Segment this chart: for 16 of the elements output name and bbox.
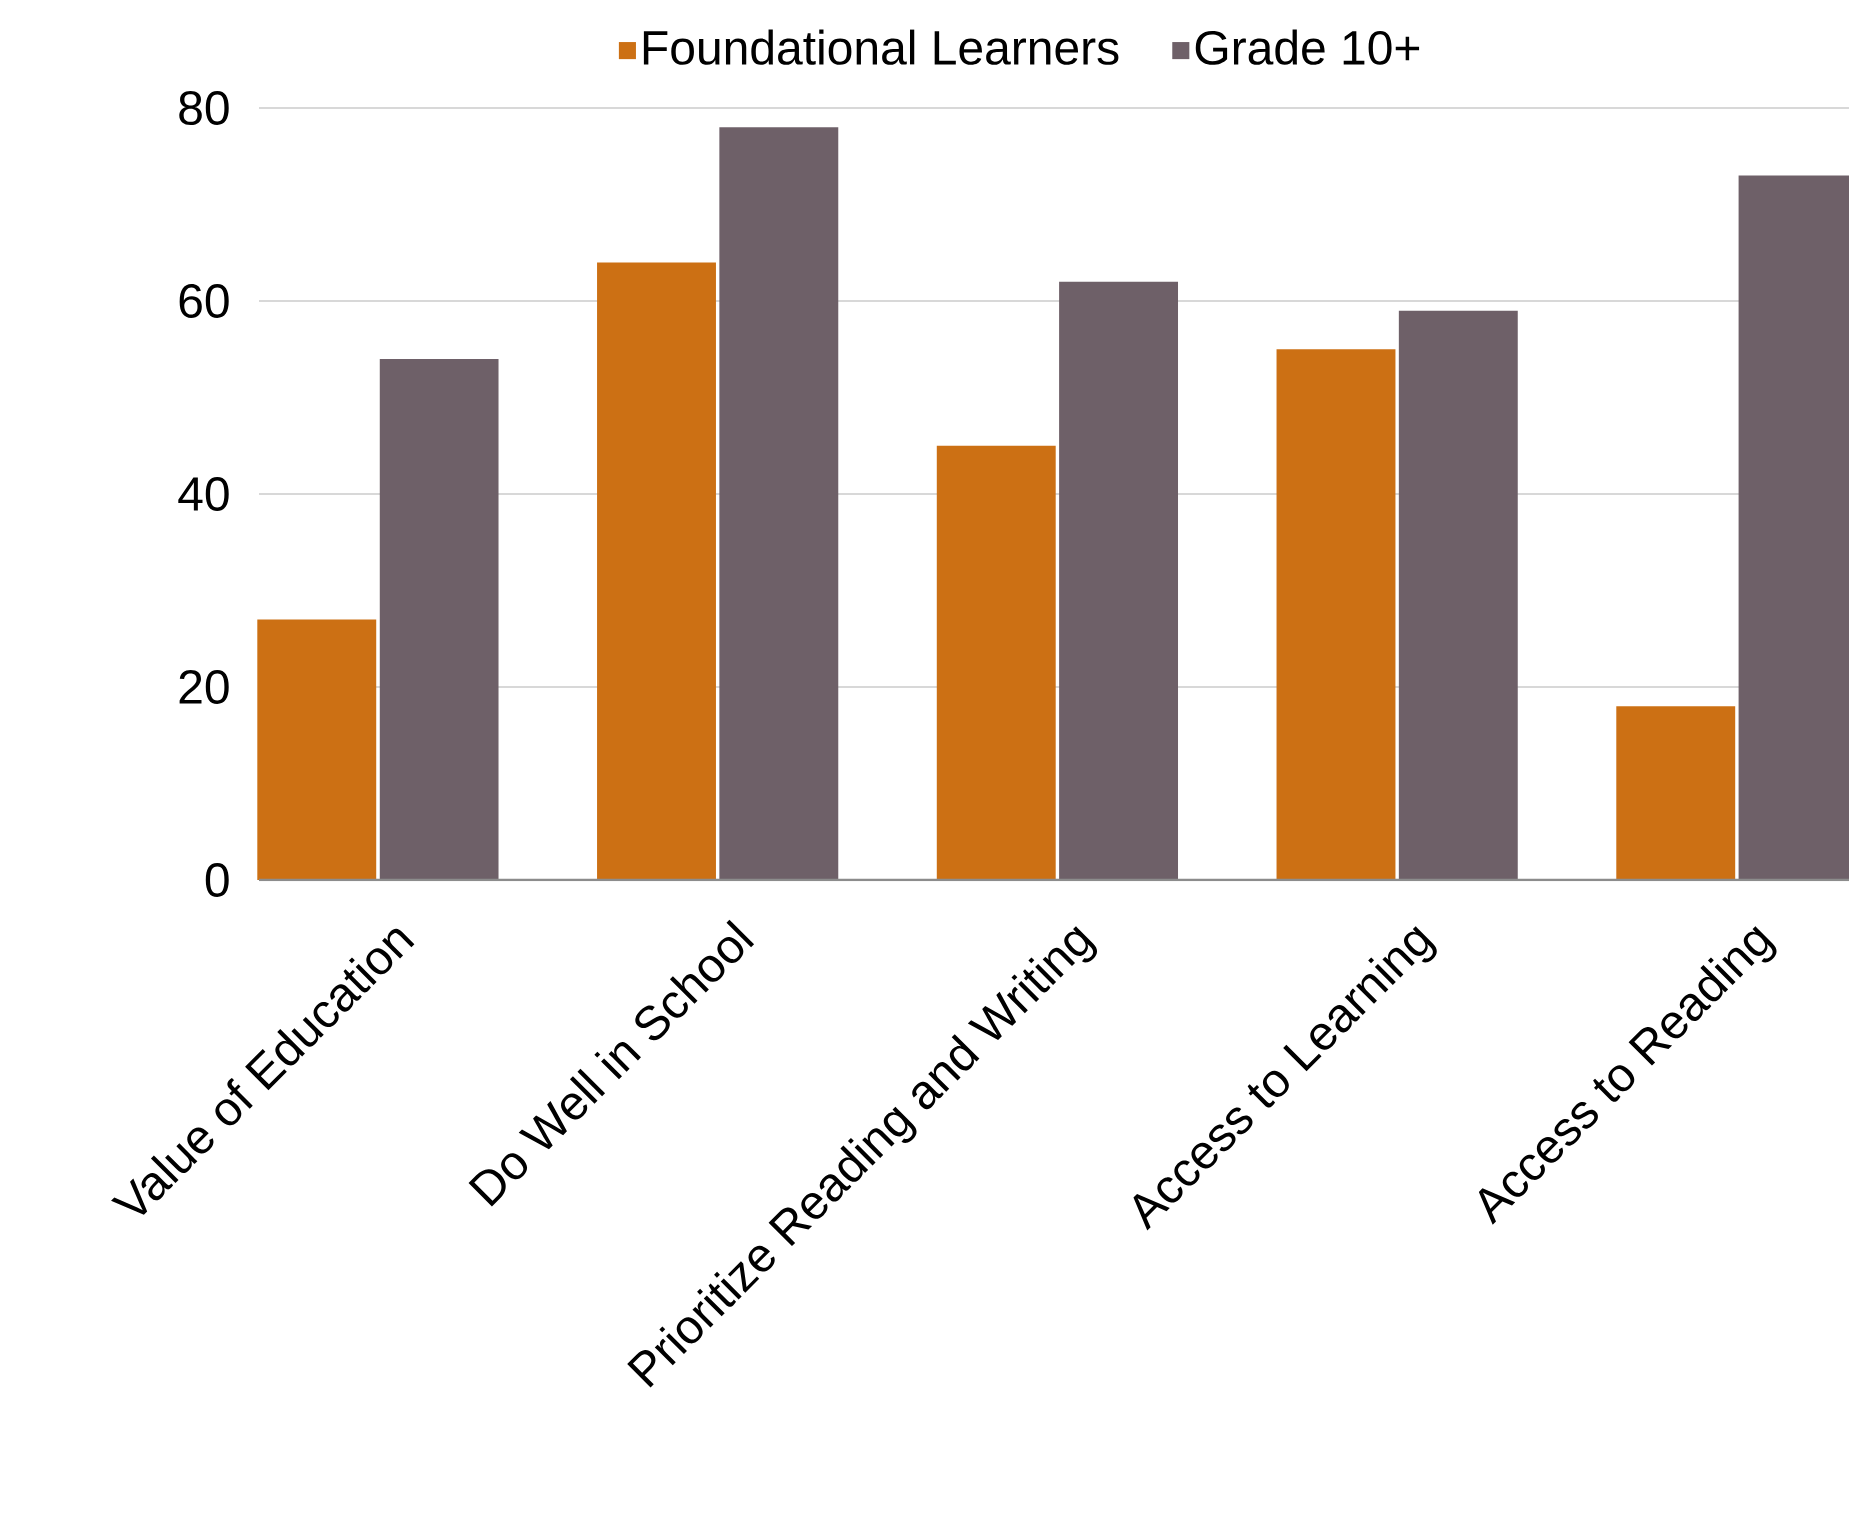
y-tick-label: 60	[179, 284, 229, 318]
y-tick-label: 0	[205, 863, 229, 897]
y-tick-label: 80	[179, 91, 229, 125]
bar	[1398, 310, 1518, 880]
y-tick-label: 20	[179, 670, 229, 704]
bar	[379, 358, 499, 880]
bar	[257, 619, 377, 880]
bar	[1616, 706, 1736, 880]
bar	[719, 127, 839, 880]
legend-label: Foundational Learners	[643, 29, 1119, 65]
bar	[597, 262, 716, 880]
y-tick-label: 40	[178, 477, 229, 511]
bar	[1059, 281, 1179, 880]
legend-label: Grade 10+	[1195, 29, 1420, 65]
bar	[1276, 349, 1396, 880]
bar	[936, 445, 1056, 880]
